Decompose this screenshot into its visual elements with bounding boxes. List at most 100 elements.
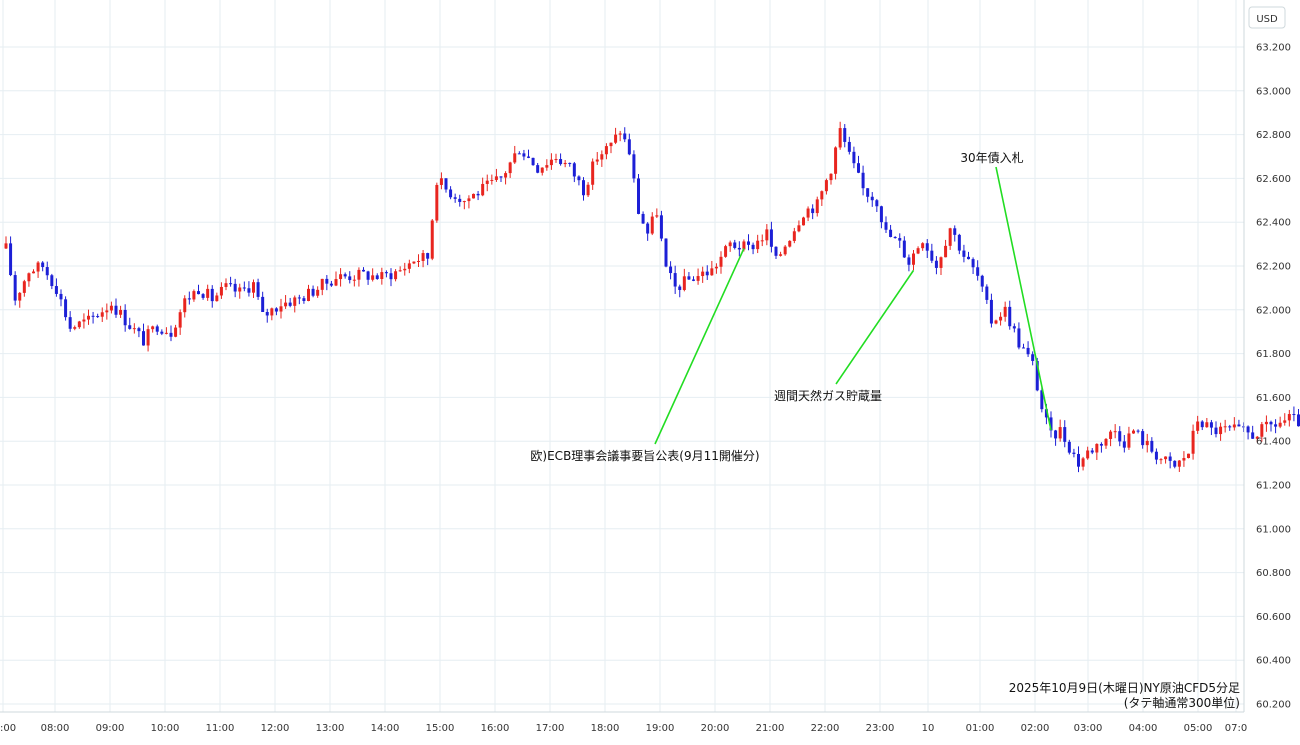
candle-body [64, 299, 68, 318]
time-tick-label: 20:00 [701, 723, 730, 734]
price-tick-label: 62.200 [1256, 262, 1291, 273]
candle-body [417, 260, 420, 262]
candle-body [1200, 421, 1204, 428]
candle-body [100, 312, 104, 317]
candle-body [728, 242, 732, 247]
candle-body [788, 240, 792, 247]
candle-body [531, 157, 535, 166]
candle-body [939, 257, 943, 268]
candle-body [371, 275, 375, 280]
candle-body [815, 199, 819, 214]
time-tick-label: 15:00 [426, 723, 455, 734]
candle-body [696, 276, 700, 281]
candle-body [481, 183, 485, 196]
candle-body [412, 261, 416, 264]
candle-body [270, 308, 274, 316]
candle-body [18, 292, 22, 301]
candle-body [513, 153, 517, 163]
candle-body [1219, 426, 1223, 435]
candle-body [733, 242, 737, 248]
candle-body [563, 162, 567, 165]
candle-body [325, 278, 329, 284]
candle-body [348, 276, 352, 281]
time-tick-label: 09:00 [96, 723, 125, 734]
candle-body [1058, 427, 1062, 439]
annotation-leader-line [995, 166, 1052, 431]
candle-body [128, 325, 132, 329]
candle-body [1122, 441, 1126, 448]
candle-body [160, 331, 164, 334]
currency-badge[interactable]: USD [1248, 6, 1286, 29]
candle-body [1168, 456, 1172, 461]
candle-body [334, 279, 338, 286]
candle-body [1251, 432, 1255, 439]
candle-body [137, 328, 141, 332]
price-tick-label: 60.800 [1256, 568, 1291, 579]
time-tick-label: 22:00 [811, 723, 840, 734]
candle-body [41, 262, 45, 268]
candle-body [889, 229, 893, 237]
candle-body [229, 283, 233, 285]
annotation-leader-line [835, 269, 915, 385]
time-tick-label: 17:00 [536, 723, 565, 734]
candle-body [1136, 430, 1140, 432]
candle-body [687, 276, 691, 280]
candle-body [834, 147, 838, 174]
candle-body [1099, 443, 1103, 446]
candle-body [843, 128, 847, 142]
candle-body [302, 298, 306, 301]
candle-body [545, 165, 549, 168]
candle-body [247, 288, 251, 293]
candle-body [623, 133, 627, 140]
candle-body [806, 208, 810, 218]
annotation-label: 30年債入札 [960, 150, 1023, 165]
candle-body [146, 329, 150, 346]
candle-body [802, 217, 805, 226]
time-tick-label: 05:00 [1184, 723, 1213, 734]
candle-body [527, 156, 530, 158]
price-tick-label: 60.600 [1256, 612, 1291, 623]
candle-body [669, 266, 673, 274]
candle-body [384, 272, 388, 274]
candle-body [549, 159, 553, 166]
candle-body [1113, 431, 1117, 433]
candle-body [224, 283, 228, 287]
time-axis[interactable]: :00 08:00 09:00 10:00 11:00 12:00 13:00 14:00 15… [0, 723, 1247, 734]
candle-body [637, 178, 640, 214]
candle-body [1132, 430, 1135, 434]
candle-body [458, 198, 462, 202]
candle-body [398, 270, 402, 272]
time-tick-label: 16:00 [481, 723, 510, 734]
candle-body [508, 162, 512, 174]
candle-body [655, 215, 659, 217]
candle-body [604, 146, 608, 155]
candle-body [242, 287, 246, 289]
candle-body [439, 178, 443, 185]
time-tick-label: 10 [922, 723, 935, 734]
candle-body [985, 286, 989, 300]
candle-body [705, 271, 709, 276]
candle-body [980, 275, 984, 287]
candle-body [87, 315, 90, 320]
candle-body [142, 331, 145, 346]
candle-body [320, 278, 324, 290]
candle-body [944, 245, 948, 258]
price-axis[interactable]: 63.200 63.000 62.800 62.600 62.400 62.200 62.0… [1256, 43, 1291, 711]
price-tick-label: 61.600 [1256, 393, 1291, 404]
candle-body [957, 234, 961, 251]
candle-body [838, 128, 842, 148]
candle-body [760, 240, 764, 242]
candle-body [1173, 460, 1177, 467]
candle-body [1209, 422, 1213, 428]
candle-body [554, 159, 558, 161]
candle-body [192, 291, 196, 300]
candle-body [1223, 426, 1227, 428]
candle-body [178, 312, 182, 328]
candle-body [517, 153, 521, 155]
candle-body [114, 305, 118, 315]
candle-body [252, 282, 255, 293]
candle-body [646, 223, 650, 234]
candle-body [797, 225, 801, 232]
candle-body [710, 268, 714, 276]
